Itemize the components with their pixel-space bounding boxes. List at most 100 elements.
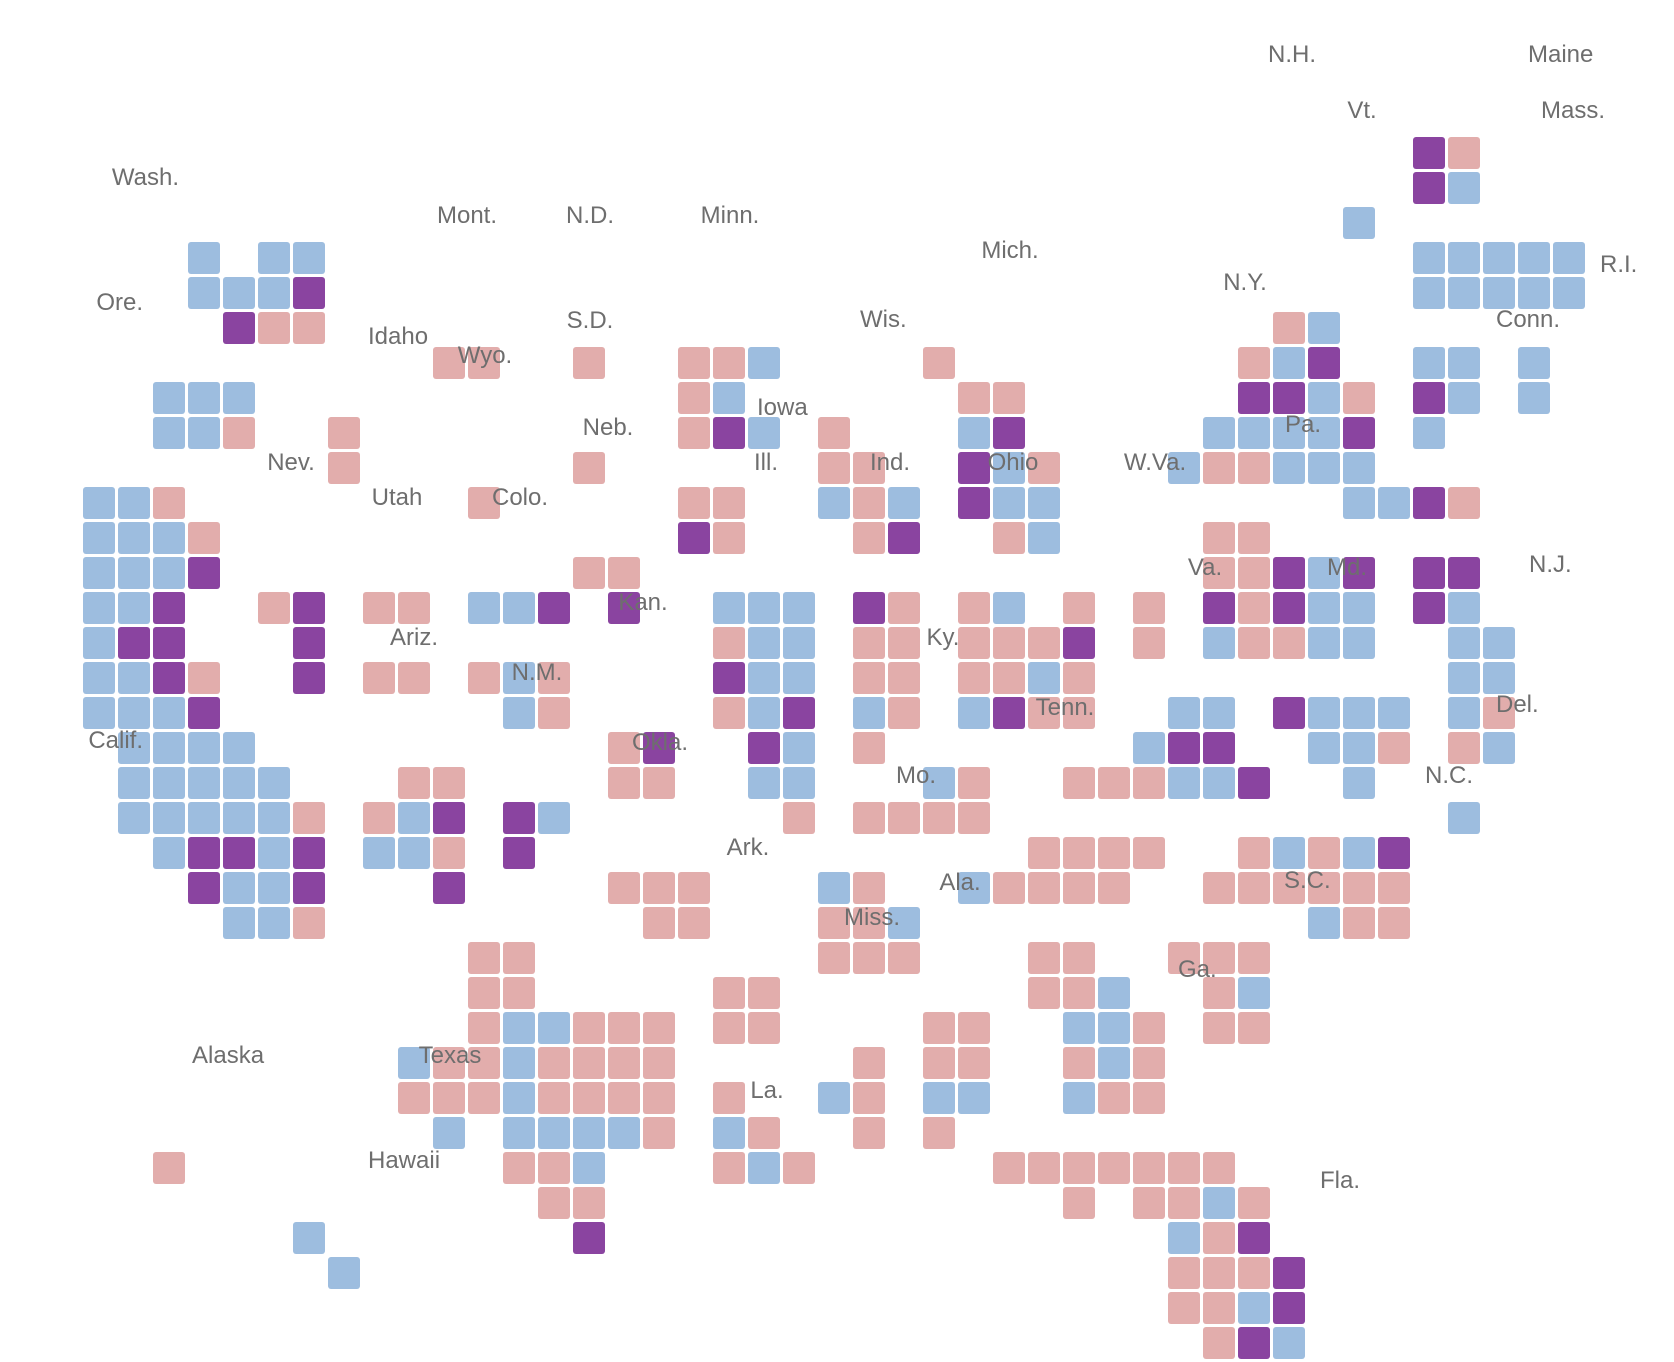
district-tile-rep (713, 522, 745, 554)
district-tile-rep (888, 592, 920, 624)
district-tile-dem (748, 767, 780, 799)
district-tile-tossup (1378, 837, 1410, 869)
district-tile-dem (1553, 242, 1585, 274)
district-tile-rep (713, 627, 745, 659)
label-miss: Miss. (844, 904, 900, 931)
district-tile-rep (1028, 697, 1060, 729)
district-tile-dem (818, 872, 850, 904)
district-tile-rep (643, 1082, 675, 1114)
district-tile-dem (1203, 697, 1235, 729)
district-tile-rep (1133, 592, 1165, 624)
district-tile-dem (328, 1257, 360, 1289)
district-tile-rep (643, 872, 675, 904)
district-tile-dem (748, 697, 780, 729)
district-tile-dem (1553, 277, 1585, 309)
district-tile-dem (1098, 1047, 1130, 1079)
district-tile-rep (573, 1187, 605, 1219)
district-tile-tossup (1238, 1327, 1270, 1359)
district-tile-rep (538, 1047, 570, 1079)
district-tile-dem (1203, 1187, 1235, 1219)
district-tile-tossup (1308, 347, 1340, 379)
district-tile-rep (538, 662, 570, 694)
district-tile-dem (783, 767, 815, 799)
district-tile-rep (433, 347, 465, 379)
district-tile-tossup (993, 697, 1025, 729)
district-tile-rep (1273, 627, 1305, 659)
district-tile-rep (818, 452, 850, 484)
district-tile-rep (573, 1047, 605, 1079)
district-tile-dem (293, 242, 325, 274)
district-tile-dem (958, 1082, 990, 1114)
district-tile-dem (188, 802, 220, 834)
district-tile-rep (1098, 1082, 1130, 1114)
district-tile-dem (1238, 977, 1270, 1009)
district-tile-dem (118, 732, 150, 764)
district-tile-dem (223, 767, 255, 799)
district-tile-dem (1028, 487, 1060, 519)
district-tile-dem (1343, 452, 1375, 484)
district-tile-rep (678, 417, 710, 449)
district-tile-tossup (153, 662, 185, 694)
district-tile-rep (643, 1012, 675, 1044)
district-tile-dem (1203, 767, 1235, 799)
district-tile-dem (258, 837, 290, 869)
district-tile-rep (1028, 1152, 1060, 1184)
district-tile-rep (1203, 942, 1235, 974)
district-tile-rep (398, 662, 430, 694)
district-tile-tossup (958, 452, 990, 484)
label-colo: Colo. (492, 484, 548, 511)
district-tile-dem (1343, 767, 1375, 799)
district-tile-rep (1133, 767, 1165, 799)
district-tile-rep (1343, 382, 1375, 414)
district-tile-dem (83, 557, 115, 589)
district-tile-rep (608, 732, 640, 764)
district-tile-rep (1063, 1187, 1095, 1219)
district-tile-rep (1273, 312, 1305, 344)
district-tile-dem (153, 382, 185, 414)
district-tile-rep (1063, 977, 1095, 1009)
district-tile-rep (468, 1047, 500, 1079)
label-ga: Ga. (1178, 956, 1217, 983)
label-ark: Ark. (727, 834, 770, 861)
label-wash: Wash. (112, 164, 179, 191)
label-ala: Ala. (939, 869, 980, 896)
district-tile-dem (153, 697, 185, 729)
district-tile-tossup (503, 837, 535, 869)
district-tile-dem (153, 732, 185, 764)
district-tile-rep (468, 347, 500, 379)
district-tile-rep (188, 522, 220, 554)
district-tile-dem (188, 767, 220, 799)
district-tile-dem (1028, 522, 1060, 554)
label-sc: S.C. (1284, 867, 1331, 894)
district-tile-dem (153, 417, 185, 449)
district-tile-dem (258, 242, 290, 274)
district-tile-rep (1063, 942, 1095, 974)
district-tile-rep (1238, 557, 1270, 589)
district-tile-tossup (1343, 557, 1375, 589)
district-tile-rep (573, 557, 605, 589)
district-tile-dem (1518, 277, 1550, 309)
district-tile-rep (538, 1152, 570, 1184)
district-tile-rep (608, 872, 640, 904)
district-tile-rep (958, 802, 990, 834)
district-tile-rep (993, 1152, 1025, 1184)
label-alaska: Alaska (192, 1042, 265, 1069)
district-tile-tossup (1413, 557, 1445, 589)
label-mont: Mont. (437, 202, 497, 229)
district-tile-rep (1133, 627, 1165, 659)
district-tile-tossup (608, 592, 640, 624)
district-tile-rep (678, 907, 710, 939)
district-tile-dem (993, 592, 1025, 624)
label-mo: Mo. (896, 762, 936, 789)
label-ariz: Ariz. (390, 624, 438, 651)
district-tile-rep (1168, 942, 1200, 974)
state-labels: N.H. Maine Vt. Mass. Wash. Mont. N.D. Mi… (88, 41, 1637, 1194)
district-tile-dem (398, 837, 430, 869)
district-tile-dem (503, 592, 535, 624)
district-tile-rep (888, 942, 920, 974)
district-tile-dem (818, 487, 850, 519)
district-tile-rep (958, 767, 990, 799)
district-tile-rep (713, 977, 745, 1009)
district-tile-rep (573, 1012, 605, 1044)
district-tile-rep (1203, 1012, 1235, 1044)
